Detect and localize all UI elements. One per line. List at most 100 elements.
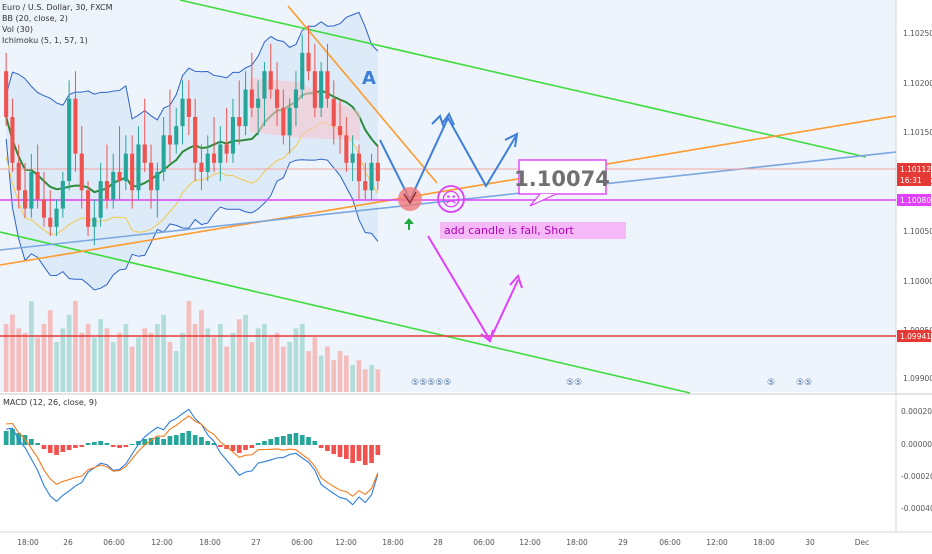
time-tick-label: 18:00 [17, 538, 39, 547]
volume-bar [249, 342, 255, 392]
candle-body [60, 181, 65, 209]
macd-histogram-bar [54, 445, 59, 455]
note-text: add candle is fall, Short [444, 224, 574, 237]
candle-body [230, 117, 235, 154]
macd-histogram-bar [3, 431, 9, 445]
candle-body [161, 135, 166, 172]
candle-body [186, 98, 191, 117]
macd-histogram-bar [66, 445, 72, 450]
volume-bar [192, 323, 198, 392]
macd-histogram-bar [136, 441, 141, 445]
macd-histogram-bar [211, 443, 217, 445]
macd-histogram-bar [325, 445, 330, 451]
macd-histogram-bar [41, 445, 47, 449]
volume-bars [3, 301, 381, 392]
volume-bar [356, 360, 362, 392]
time-tick-label: 06:00 [473, 538, 495, 547]
volume-bar [199, 310, 204, 392]
volume-bar [186, 301, 192, 392]
volume-bar [299, 323, 305, 392]
macd-histogram-bar [35, 443, 40, 445]
macd-histogram-bar [117, 445, 122, 448]
green-channel-lower [0, 231, 691, 394]
volume-bar [218, 323, 223, 392]
candle-body [29, 171, 34, 209]
time-tick-label: 12:00 [706, 538, 728, 547]
macd-histogram-bar [180, 433, 185, 445]
macd-histogram-bar [60, 445, 66, 452]
volume-bar [325, 346, 330, 392]
entry-check-mark [403, 191, 417, 205]
macd-histogram-bar [142, 439, 148, 445]
macd-histogram-bar [362, 445, 368, 465]
volume-bar [161, 314, 166, 392]
trend-lines [0, 0, 897, 394]
candle-body [325, 71, 330, 99]
volume-bar [47, 310, 53, 392]
time-tick-label: 12:00 [151, 538, 173, 547]
volume-bar [167, 342, 173, 392]
macd-histogram-bar [47, 445, 53, 453]
volume-bar [22, 332, 28, 392]
volume-bar [362, 369, 368, 392]
macd-histogram-bar [199, 437, 204, 445]
entry-circle [398, 187, 422, 211]
candle-body [54, 208, 59, 227]
event-badges-1: ⑤⑤⑤⑤⑤ [411, 378, 451, 388]
price-tick-label: 1.10050 [903, 227, 932, 236]
candle-body [35, 171, 40, 200]
macd-histogram-bar [344, 445, 349, 459]
volume-bar [312, 337, 318, 392]
volume-bar [224, 346, 229, 392]
candle-body [338, 126, 343, 136]
macd-tick-label: 0.00020 [901, 407, 932, 416]
volume-bar [173, 351, 179, 392]
macd-histogram-bar [356, 445, 362, 461]
volume-bar [104, 328, 110, 392]
price-marker-label: 1.10112 [900, 165, 931, 174]
volume-bar [180, 332, 185, 392]
price-marker-box [897, 330, 931, 342]
volume-bar [255, 328, 261, 392]
candle-body [92, 217, 97, 227]
volume-bar [337, 351, 343, 392]
forecast-arrow-c [504, 132, 519, 148]
macd-histogram-bar [331, 445, 337, 454]
volume-bar [142, 328, 148, 392]
symbol-title: Euro / U.S. Dollar, 30, FXCM [2, 3, 113, 12]
time-tick-label: 06:00 [291, 538, 313, 547]
price-tick-label: 1.10200 [903, 79, 932, 88]
candle-body [111, 171, 116, 200]
bb-lower [5, 138, 379, 291]
candle-body [117, 171, 122, 182]
candle-body [212, 153, 217, 163]
volume-bar [10, 314, 15, 392]
candle-body [369, 162, 374, 191]
macd-histogram-bar [230, 445, 236, 451]
event-badges-4: ⑤⑤ [796, 378, 812, 388]
price-tick-label: 1.09900 [903, 374, 932, 383]
macd-histogram-bar [73, 445, 78, 448]
price-tick-label: 1.10000 [903, 277, 932, 286]
candle-body [136, 144, 141, 191]
macd-histogram-bar [375, 445, 381, 455]
candle-body [249, 89, 254, 108]
green-channel-upper [179, 0, 867, 158]
candle-body [331, 98, 336, 127]
candle-body [123, 153, 128, 182]
candle-body [104, 181, 109, 200]
sad-face-icon [437, 185, 465, 213]
volume-bar [85, 323, 91, 392]
time-tick-label: 18:00 [566, 538, 588, 547]
macd-histogram-bar [306, 437, 311, 445]
candle-body [180, 98, 185, 127]
macd-histogram-bar [104, 443, 110, 445]
wave-label-a: A [362, 68, 376, 89]
price-marker-label: 16:31 [900, 176, 922, 185]
candle-body [306, 52, 311, 72]
candle-body [130, 153, 135, 191]
price-marker-box [897, 194, 931, 206]
macd-histogram-bar [167, 436, 173, 445]
price-tick-label: 1.10150 [903, 128, 932, 137]
